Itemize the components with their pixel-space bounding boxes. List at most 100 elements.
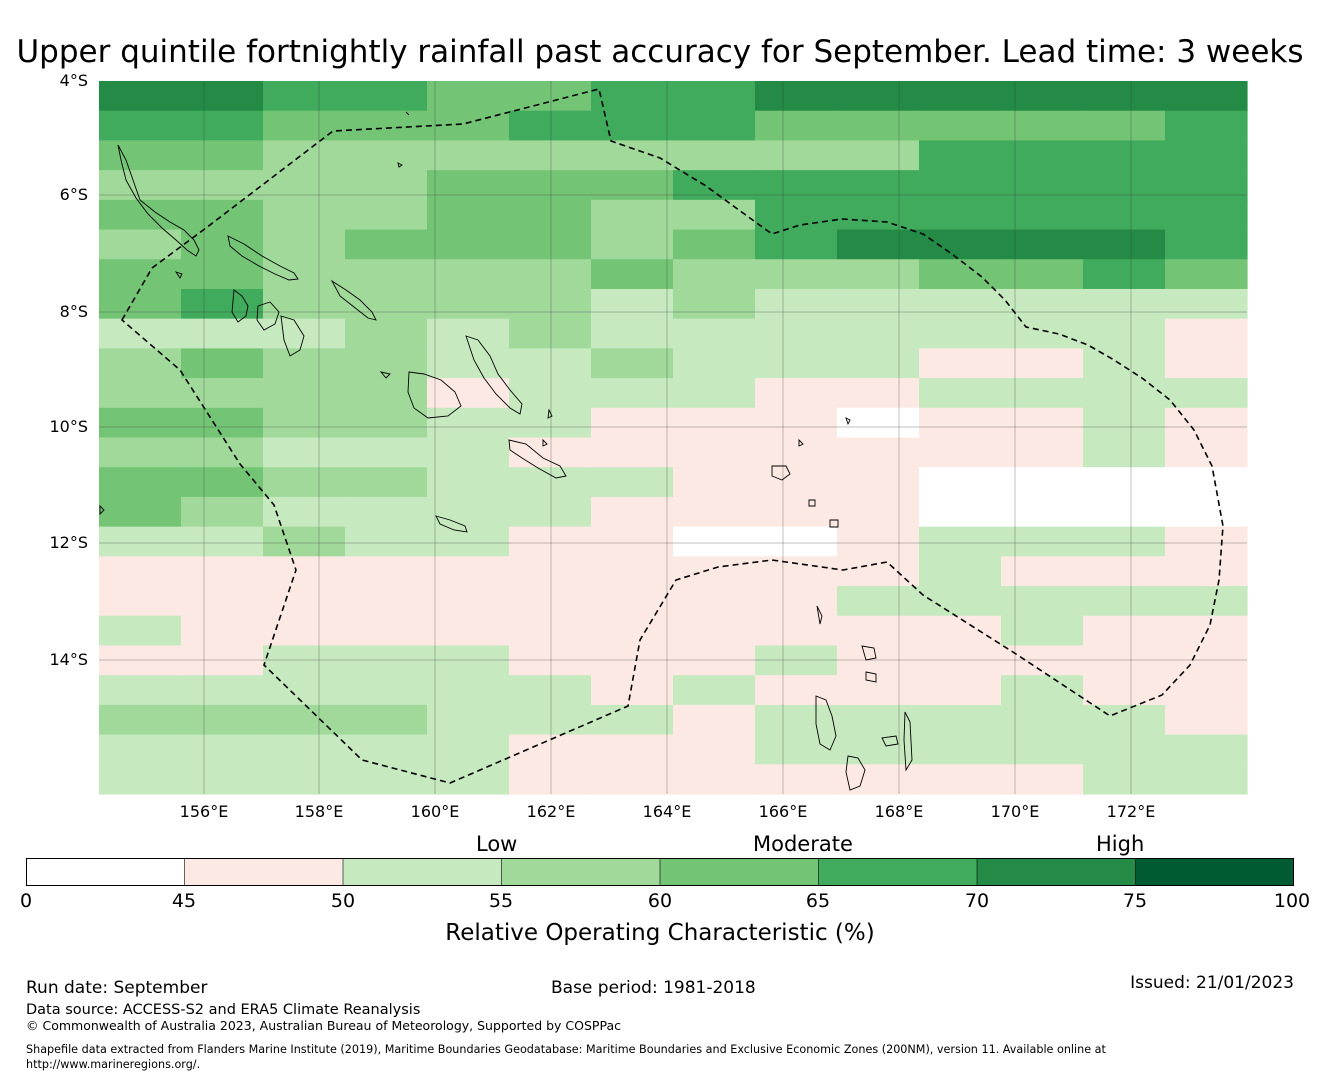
new-georgia-islands — [231, 289, 305, 357]
grid-cell — [1083, 556, 1166, 587]
grid-cell — [919, 140, 1002, 171]
grid-cell — [755, 407, 838, 439]
grid-cell — [673, 675, 756, 706]
grid-cell — [673, 81, 756, 112]
run-date: Run date: September — [26, 978, 208, 998]
grid-cell — [99, 704, 182, 736]
grid-cell — [1083, 318, 1166, 349]
grid-cell — [1165, 318, 1248, 349]
grid-cell — [427, 407, 510, 439]
grid-cell — [263, 378, 346, 409]
grid-cell — [345, 734, 428, 765]
grid-cell — [1165, 229, 1248, 260]
grid-cell — [345, 110, 428, 142]
grid-cell — [427, 734, 510, 765]
issued-date: Issued: 21/01/2023 — [1130, 973, 1294, 993]
grid-cell — [1165, 645, 1248, 676]
grid-cell — [263, 675, 346, 706]
grid-cell — [591, 586, 674, 617]
grid-cell — [673, 467, 756, 498]
malakula-island — [845, 755, 866, 791]
grid-cell — [673, 704, 756, 736]
grid-cell — [181, 437, 264, 468]
grid-cell — [427, 645, 510, 676]
grid-cell — [509, 288, 592, 320]
grid-cell — [591, 467, 674, 498]
grid-cell — [755, 348, 838, 379]
grid-cell — [99, 734, 182, 765]
grid-cell — [919, 556, 1002, 587]
grid-cell — [837, 675, 920, 706]
grid-cell — [181, 378, 264, 409]
grid-cell — [755, 81, 838, 112]
grid-cell — [509, 378, 592, 409]
grid-cell — [99, 586, 182, 617]
grid-cell — [1083, 496, 1166, 528]
grid-cell — [1083, 81, 1166, 112]
grid-cell — [1001, 318, 1084, 349]
colorbar-tick-65: 65 — [805, 890, 831, 912]
grid-cell — [263, 318, 346, 349]
grid-cell — [1165, 140, 1248, 171]
grid-cell — [181, 140, 264, 171]
colorbar-tick-55: 55 — [488, 890, 514, 912]
grid-cell — [1083, 170, 1166, 201]
grid-cell — [181, 407, 264, 439]
grid-cell — [1165, 407, 1248, 439]
grid-cell — [1165, 437, 1248, 468]
grid-cell — [837, 81, 920, 112]
grid-cell — [1001, 259, 1084, 290]
grid-cell — [345, 229, 428, 260]
lat-label-4s: 4°S — [59, 71, 88, 90]
grid-cell — [181, 734, 264, 765]
grid-cell — [919, 467, 1002, 498]
grid-cell — [919, 496, 1002, 528]
grid-cell — [591, 407, 674, 439]
colorbar-tick-75: 75 — [1122, 890, 1148, 912]
grid-cell — [1165, 467, 1248, 498]
makira-island — [508, 439, 567, 479]
grid-cell — [837, 556, 920, 587]
grid-cell — [263, 288, 346, 320]
grid-cell — [509, 556, 592, 587]
grid-cell — [345, 407, 428, 439]
grid-cell — [99, 140, 182, 171]
grid-cell — [181, 199, 264, 231]
colorbar-segment — [343, 858, 502, 886]
grid-cell — [1001, 496, 1084, 528]
grid-cell — [427, 199, 510, 231]
grid-cell — [591, 140, 674, 171]
grid-cell — [181, 348, 264, 379]
solomon-islands-eez — [120, 88, 1224, 784]
colorbar-segment — [184, 858, 344, 886]
lon-label-156e: 156°E — [179, 802, 229, 821]
colorbar-tick-50: 50 — [330, 890, 356, 912]
grid-cell — [919, 318, 1002, 349]
grid-cell — [673, 407, 756, 439]
grid-cell — [1001, 378, 1084, 409]
espiritu-santo-island — [815, 695, 837, 751]
grid-cell — [509, 764, 592, 795]
grid-cell — [427, 259, 510, 290]
grid-cell — [263, 704, 346, 736]
grid-cell — [1001, 140, 1084, 171]
grid-cell — [427, 288, 510, 320]
grid-cell — [427, 140, 510, 171]
grid-cell — [509, 704, 592, 736]
grid-cell — [1165, 170, 1248, 201]
grid-cell — [427, 526, 510, 557]
grid-cell — [427, 496, 510, 528]
grid-cell — [1083, 110, 1166, 142]
grid-cell — [837, 645, 920, 676]
copyright: © Commonwealth of Australia 2023, Austra… — [26, 1018, 621, 1033]
colorbar-segment — [1135, 858, 1294, 886]
grid-cell — [1083, 734, 1166, 765]
grid-cell — [99, 378, 182, 409]
grid-cell — [181, 170, 264, 201]
grid-cell — [427, 675, 510, 706]
grid-cell — [99, 318, 182, 349]
santa-cruz-islands — [771, 438, 804, 481]
grid-cell — [919, 586, 1002, 617]
grid-cell — [427, 81, 510, 112]
grid-cell — [263, 199, 346, 231]
